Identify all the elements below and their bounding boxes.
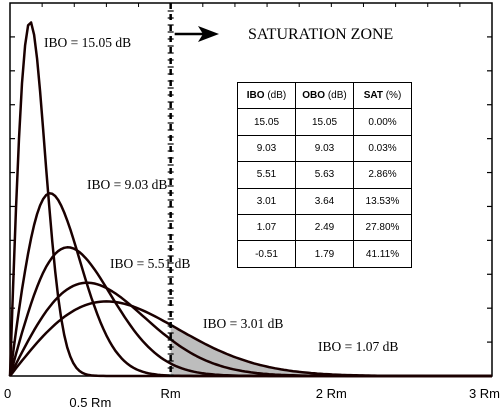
table-header-cell: OBO (dB) [295,81,354,110]
table-cell: 1.07 [237,213,296,242]
table-cell: 15.05 [295,108,354,136]
table-row: 15.05 15.05 0.00% [237,108,412,136]
table-cell: -0.51 [237,240,296,268]
table-header-cell: IBO (dB) [237,81,296,110]
table-header-row: IBO (dB) OBO (dB) SAT (%) [237,81,412,110]
table-cell: 9.03 [237,134,296,163]
series-label: IBO = 5.51 dB [110,256,190,271]
saturation-arrow-head [198,26,219,42]
table-cell: 41.11% [353,240,412,268]
x-tick-label: Rm [161,386,181,401]
header-name: OBO [302,90,326,102]
table-cell: 3.01 [237,187,296,215]
header-unit: (dB) [264,90,287,102]
table-cell: 2.49 [295,213,354,242]
x-tick-label: 2 Rm [316,386,347,401]
series-label: IBO = 9.03 dB [87,177,167,192]
table-row: 9.03 9.03 0.03% [237,134,412,163]
table-row: 3.01 3.64 13.53% [237,187,412,215]
table-cell: 13.53% [353,187,412,215]
x-tick-label: 0.5 Rm [69,395,111,410]
header-unit: (dB) [325,90,347,102]
table-cell: 0.03% [353,134,412,163]
series-label: IBO = 1.07 dB [318,339,398,354]
table-cell: 2.86% [353,161,412,189]
series-label: IBO = 15.05 dB [44,35,131,50]
saturation-table: IBO (dB) OBO (dB) SAT (%) 15.05 15.05 0.00% 9… [237,81,412,268]
table-cell: 0.00% [353,108,412,136]
header-unit: (%) [382,90,402,102]
x-tick-label: 3 Rm [469,386,500,401]
series-label: IBO = 3.01 dB [203,316,283,331]
table-cell: 27.80% [353,213,412,242]
table-cell: 15.05 [237,108,296,136]
table-row: 5.51 5.63 2.86% [237,161,412,189]
table-row: 1.07 2.49 27.80% [237,213,412,242]
saturation-zone-title: SATURATION ZONE [248,26,393,43]
series-curve [9,300,492,378]
header-name: IBO [246,90,265,102]
table-cell: 5.63 [295,161,354,189]
table-cell: 5.51 [237,161,296,189]
header-name: SAT [363,90,383,102]
table-cell: 3.64 [295,187,354,215]
x-tick-label: 0 [4,386,11,401]
table-cell: 1.79 [295,240,354,268]
table-row: -0.51 1.79 41.11% [237,240,412,268]
table-cell: 9.03 [295,134,354,163]
table-header-cell: SAT (%) [353,81,412,110]
